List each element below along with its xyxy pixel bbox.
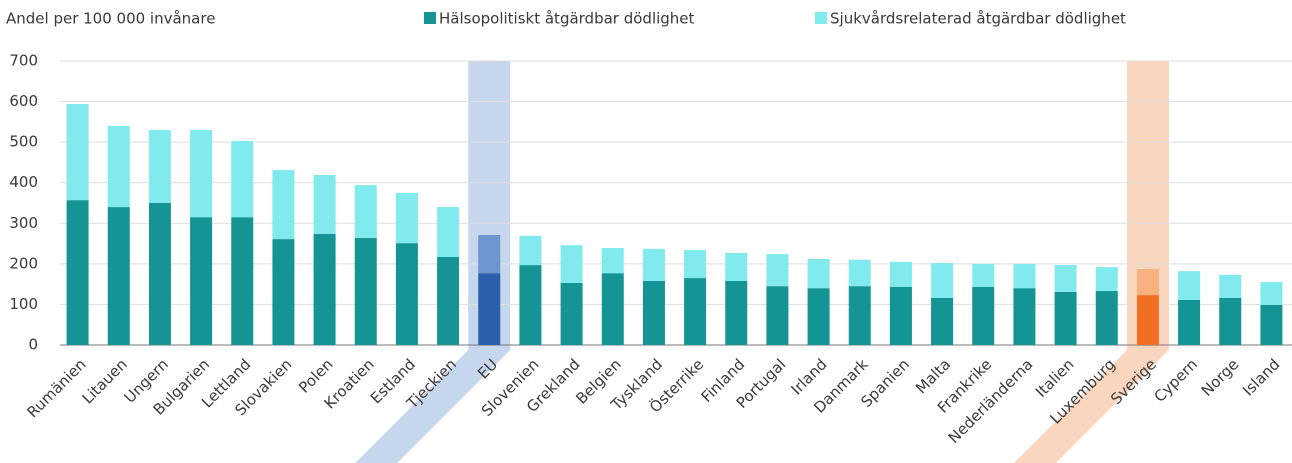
bar-segment (1178, 299, 1201, 345)
bar-segment (190, 129, 213, 218)
bar-segment (1054, 291, 1077, 345)
bar-segment (642, 248, 665, 281)
bar-segment (437, 256, 460, 345)
bar-segment (848, 286, 871, 345)
y-tick-label: 700 (9, 52, 38, 70)
bar-segment (272, 239, 295, 345)
x-tick-label: Island (1239, 355, 1283, 399)
legend-label: Hälsopolitiskt åtgärdbar dödlighet (439, 10, 695, 28)
bar-segment (560, 282, 583, 345)
bar-segment (766, 254, 789, 287)
bar-segment (395, 243, 418, 345)
x-tick-label: Norge (1198, 355, 1243, 400)
bar-segment (66, 200, 89, 345)
bar-segment (148, 203, 171, 345)
bar-segment (272, 170, 295, 240)
legend-label: Sjukvårdsrelaterad åtgärdbar dödlighet (830, 10, 1126, 28)
bar-segment (1136, 269, 1159, 296)
bar-segment (725, 280, 748, 345)
bar-segment (560, 245, 583, 283)
y-axis-label: Andel per 100 000 invånare (6, 10, 215, 28)
bar-segment (807, 288, 830, 345)
bar-segment (972, 263, 995, 287)
bar-segment (313, 233, 336, 345)
bar-segment (1013, 288, 1036, 345)
bar-segment (107, 207, 130, 345)
highlight-band (1013, 61, 1169, 463)
y-tick-label: 300 (9, 214, 38, 232)
bar-segment (66, 104, 89, 201)
x-tick-label: Cypern (1151, 355, 1202, 406)
bar-segment (1219, 274, 1242, 298)
bar-segment (1095, 291, 1118, 345)
bar-segment (889, 286, 912, 345)
x-tick-label: Rumänien (24, 355, 90, 421)
highlight-band (355, 61, 511, 463)
bar-segment (519, 265, 542, 345)
bar-segment (1136, 295, 1159, 345)
bar-segment (931, 297, 954, 345)
bar-segment (807, 258, 830, 289)
bar-segment (642, 280, 665, 345)
legend-swatch (815, 12, 827, 24)
bar-segment (395, 192, 418, 244)
bar-segment (1219, 297, 1242, 345)
bar-segment (231, 140, 254, 218)
y-tick-label: 400 (9, 173, 38, 191)
y-tick-label: 200 (9, 254, 38, 272)
bar-segment (354, 185, 377, 238)
bar-segment (519, 235, 542, 266)
bar-segment (231, 217, 254, 345)
bar-segment (684, 278, 707, 345)
bar-segment (972, 286, 995, 345)
bar-segment (1260, 304, 1283, 345)
bar-segment (478, 235, 501, 274)
bar-segment (684, 250, 707, 279)
y-tick-label: 500 (9, 133, 38, 151)
bar-segment (848, 259, 871, 287)
legend-swatch (424, 12, 436, 24)
bar-segment (1178, 271, 1201, 300)
bar-segment (1095, 267, 1118, 292)
bar-segment (1013, 263, 1036, 289)
bar-segment (766, 286, 789, 345)
y-tick-label: 600 (9, 92, 38, 110)
bar-segment (931, 263, 954, 298)
bar-segment (601, 248, 624, 274)
bar-segment (478, 273, 501, 345)
bar-segment (1054, 265, 1077, 292)
bar-segment (107, 125, 130, 208)
bar-segment (1260, 282, 1283, 305)
bar-segment (313, 175, 336, 234)
x-tick-label: Litauen (79, 355, 131, 407)
bar-segment (725, 252, 748, 281)
bar-segment (354, 237, 377, 345)
bar-segment (190, 217, 213, 345)
bar-segment (437, 207, 460, 257)
y-tick-label: 100 (9, 295, 38, 313)
bar-segment (601, 273, 624, 345)
bar-segment (889, 261, 912, 287)
y-tick-label: 0 (28, 336, 38, 354)
bar-segment (148, 129, 171, 203)
